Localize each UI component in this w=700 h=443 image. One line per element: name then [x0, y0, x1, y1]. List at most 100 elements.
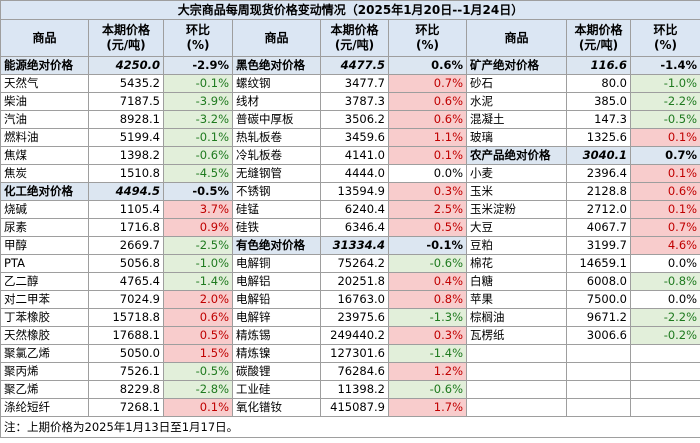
- commodity-name: 甲醇: [4, 238, 27, 252]
- name-cell: 冷轧板卷: [232, 146, 321, 165]
- commodity-name: 聚氯乙烯: [4, 346, 50, 360]
- name-cell: 焦煤: [0, 146, 89, 165]
- note-row: 注：上期价格为2025年1月13日至1月17日。: [0, 416, 700, 438]
- change-cell: 0.5%: [388, 218, 467, 237]
- change-value: -0.6%: [195, 148, 229, 162]
- change-value: 0.9%: [199, 220, 229, 234]
- change-value: -0.6%: [429, 256, 463, 270]
- change-cell: 0.1%: [629, 128, 700, 147]
- price-value: 3506.2: [344, 112, 385, 126]
- name-cell: 涤纶短纤: [0, 398, 89, 417]
- change-value: 0.4%: [433, 274, 463, 288]
- name-cell: [466, 362, 567, 381]
- price-cell: 1716.8: [88, 218, 164, 237]
- price-value: 5435.2: [119, 76, 160, 90]
- price-value: 7268.1: [119, 400, 160, 414]
- price-cell: [566, 398, 631, 417]
- data-row: 柴油 7187.5 -3.9% 线材 3787.3 0.6% 水泥 385.0 -2.2%: [0, 92, 700, 111]
- price-cell: 75264.2: [320, 254, 389, 273]
- name-cell: 丁苯橡胶: [0, 308, 89, 327]
- commodity-name: 丁苯橡胶: [4, 310, 50, 324]
- name-cell: 化工绝对价格: [0, 182, 89, 201]
- price-value: 23975.6: [337, 310, 385, 324]
- commodity-name: 电解铜: [236, 256, 271, 270]
- change-value: -0.5%: [195, 364, 229, 378]
- name-cell: 玉米淀粉: [466, 200, 567, 219]
- name-cell: [466, 380, 567, 399]
- header-cell: 环比 (%): [629, 19, 700, 57]
- change-value: 0.5%: [433, 220, 463, 234]
- name-cell: 电解锌: [232, 308, 321, 327]
- change-cell: 4.6%: [629, 236, 700, 255]
- price-value: 2669.7: [119, 238, 160, 252]
- change-value: 0.7%: [433, 76, 463, 90]
- change-cell: 0.7%: [629, 218, 700, 237]
- price-cell: 6346.4: [320, 218, 389, 237]
- price-cell: 1398.2: [88, 146, 164, 165]
- change-cell: -0.1%: [163, 74, 233, 93]
- change-cell: -3.2%: [163, 110, 233, 129]
- commodity-name: 大豆: [470, 220, 493, 234]
- price-cell: 3006.6: [566, 326, 631, 345]
- change-cell: -0.6%: [388, 380, 467, 399]
- change-value: -0.6%: [429, 382, 463, 396]
- commodity-name: 玻璃: [470, 130, 493, 144]
- header-text: (%): [654, 38, 678, 52]
- price-value: 7500.0: [586, 292, 627, 306]
- change-value: 0.1%: [667, 202, 698, 216]
- price-cell: 3199.7: [566, 236, 631, 255]
- header-text: 环比: [185, 23, 210, 37]
- price-value: 385.0: [594, 94, 627, 108]
- change-cell: -1.4%: [163, 272, 233, 291]
- commodity-name: 尿素: [4, 220, 27, 234]
- change-value: -2.8%: [195, 382, 229, 396]
- price-cell: 1325.6: [566, 128, 631, 147]
- commodity-name: 线材: [236, 94, 259, 108]
- price-cell: 7500.0: [566, 290, 631, 309]
- price-cell: 3040.1: [566, 146, 631, 165]
- price-cell: 2128.8: [566, 182, 631, 201]
- data-row: 尿素 1716.8 0.9% 硅铁 6346.4 0.5% 大豆 4067.7 0.7%: [0, 218, 700, 237]
- price-value: 31334.4: [332, 238, 385, 252]
- price-value: 3199.7: [586, 238, 627, 252]
- name-cell: 氧化镨钕: [232, 398, 321, 417]
- commodity-name: 矿产绝对价格: [470, 58, 539, 72]
- name-cell: 烧碱: [0, 200, 89, 219]
- header-text: (元/吨): [106, 38, 146, 52]
- change-value: -1.3%: [429, 310, 463, 324]
- name-cell: 聚乙烯: [0, 380, 89, 399]
- change-value: 0.5%: [199, 328, 229, 342]
- change-cell: 0.1%: [629, 164, 700, 183]
- change-cell: 0.6%: [629, 182, 700, 201]
- change-cell: -0.8%: [629, 272, 700, 291]
- change-value: 4.6%: [667, 238, 698, 252]
- price-value: 3477.7: [344, 76, 385, 90]
- change-value: -2.2%: [663, 310, 698, 324]
- price-value: 3006.6: [586, 328, 627, 342]
- name-cell: 有色绝对价格: [232, 236, 321, 255]
- change-cell: 0.1%: [629, 200, 700, 219]
- price-value: 11398.2: [337, 382, 385, 396]
- price-cell: 4477.5: [320, 56, 389, 75]
- change-value: -2.5%: [195, 238, 229, 252]
- name-cell: 混凝土: [466, 110, 567, 129]
- change-cell: 0.6%: [388, 110, 467, 129]
- change-value: -0.1%: [195, 130, 229, 144]
- change-value: 0.3%: [433, 328, 463, 342]
- change-cell: 2.5%: [388, 200, 467, 219]
- commodity-name: 焦煤: [4, 148, 27, 162]
- price-cell: 13594.9: [320, 182, 389, 201]
- price-value: 13594.9: [337, 184, 385, 198]
- price-cell: 1105.4: [88, 200, 164, 219]
- header-text: (元/吨): [334, 38, 375, 52]
- price-value: 9671.2: [586, 310, 627, 324]
- commodity-name: 聚丙烯: [4, 364, 39, 378]
- price-cell: 7024.9: [88, 290, 164, 309]
- change-cell: [629, 398, 700, 417]
- price-value: 415087.9: [330, 400, 385, 414]
- commodity-name: 对二甲苯: [4, 292, 50, 306]
- price-cell: 7268.1: [88, 398, 164, 417]
- change-cell: 0.1%: [388, 146, 467, 165]
- commodity-name: 有色绝对价格: [236, 238, 305, 252]
- change-value: -1.4%: [195, 274, 229, 288]
